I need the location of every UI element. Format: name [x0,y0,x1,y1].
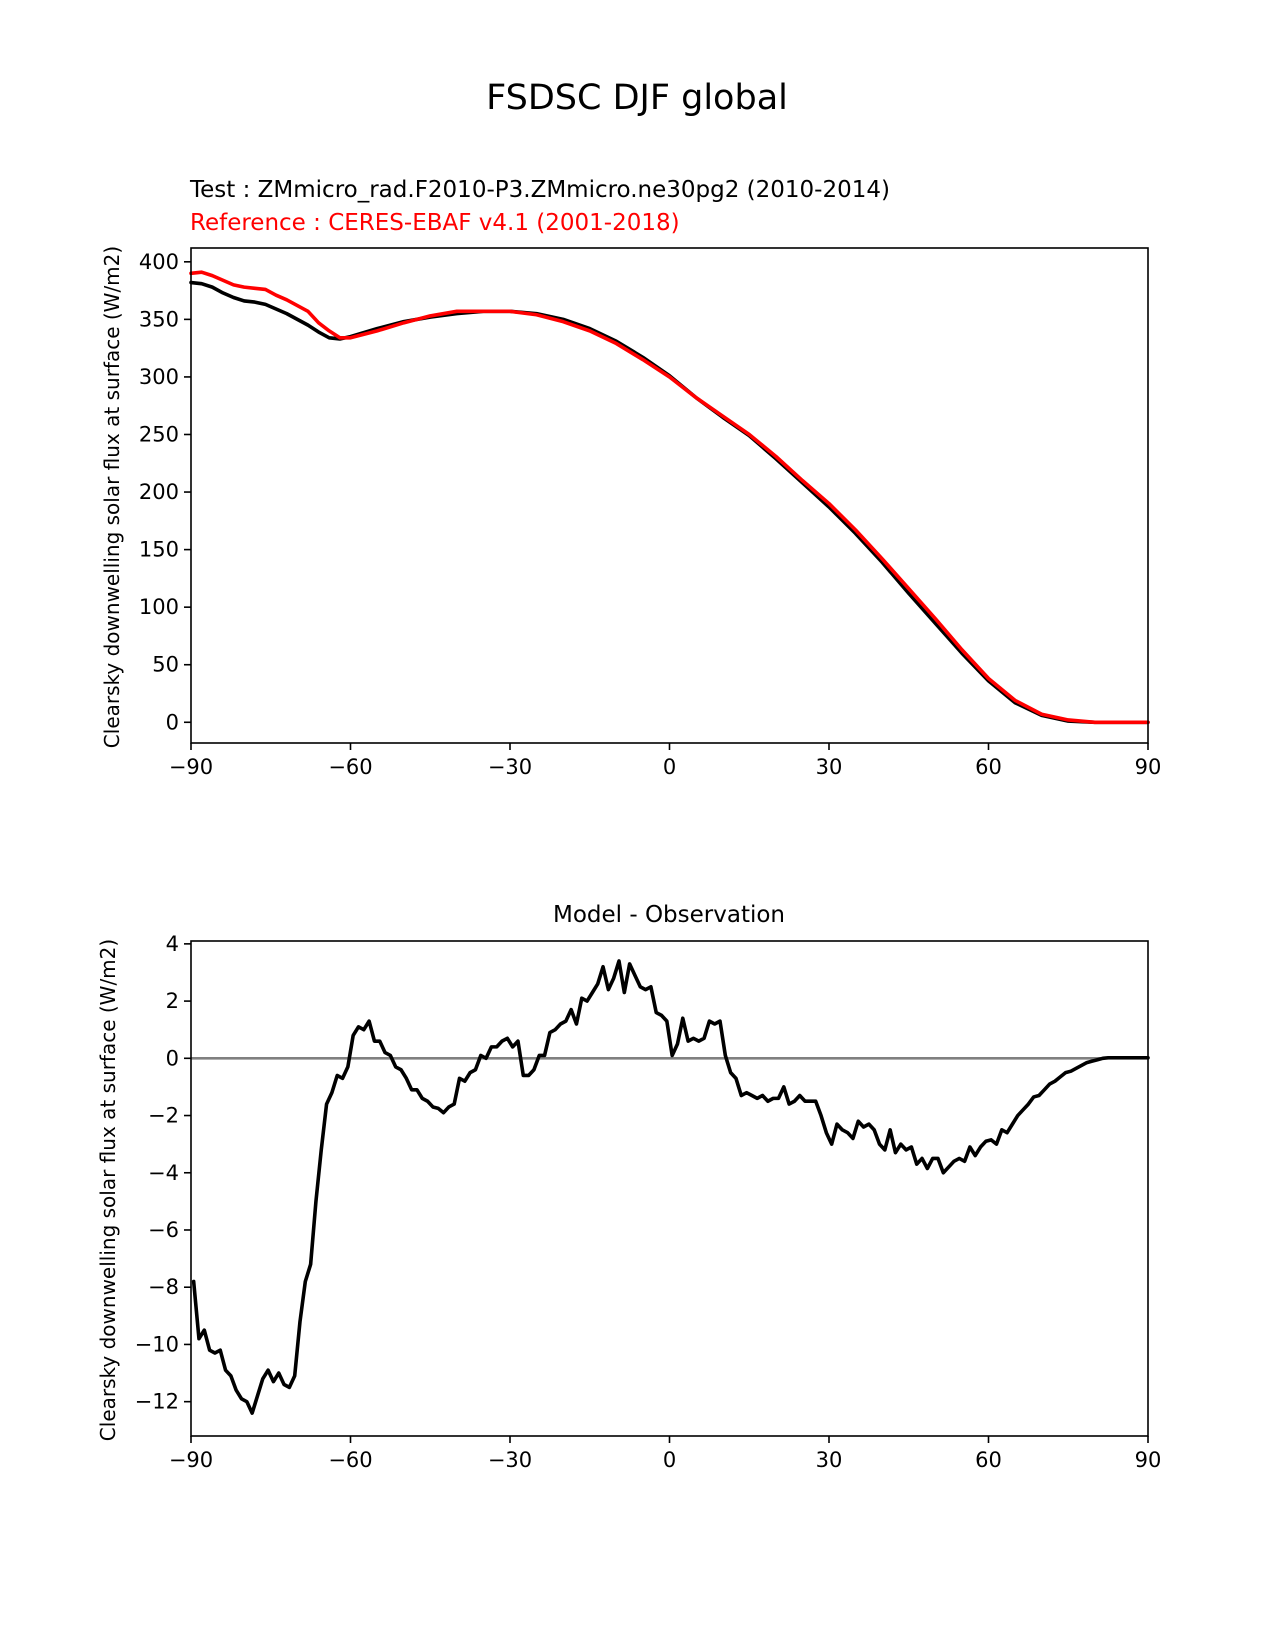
bottom-x-tick-label: 60 [975,1448,1002,1472]
bottom-panel-title: Model - Observation [553,902,785,928]
bottom-panel: Model - Observation Clearsky downwelling… [96,902,1161,1472]
top-y-tick-label: 250 [139,422,179,446]
bottom-y-tick-label: 2 [166,989,179,1013]
bottom-y-tick-label: 0 [166,1046,179,1070]
top-y-tick-label: 200 [139,480,179,504]
top-x-tick-label: 60 [975,755,1002,779]
bottom-x-tick-label: 0 [663,1448,676,1472]
bottom-y-tick-label: −4 [148,1161,179,1185]
top-y-tick-label: 0 [166,710,179,734]
reference-label: Reference : CERES-EBAF v4.1 (2001-2018) [190,210,680,236]
top-y-tick-label: 100 [139,595,179,619]
bottom-difference-line [191,959,1150,1415]
top-x-tick-label: −90 [169,755,213,779]
bottom-x-tick-label: −60 [328,1448,372,1472]
top-panel: Test : ZMmicro_rad.F2010-P3.ZMmicro.ne30… [100,177,1161,779]
bottom-y-tick-label: −6 [148,1218,179,1242]
top-x-tick-label: 0 [663,755,676,779]
bottom-y-tick-label: −10 [135,1332,179,1356]
top-reference-line [189,270,1150,725]
bottom-x-tick-label: 90 [1135,1448,1162,1472]
top-x-tick-label: −30 [488,755,532,779]
top-x-tick-label: −60 [328,755,372,779]
bottom-y-tick-label: −8 [148,1275,179,1299]
bottom-x-tick-label: −30 [488,1448,532,1472]
top-y-tick-label: 400 [139,250,179,274]
bottom-y-axis-label: Clearsky downwelling solar flux at surfa… [96,939,120,1441]
test-label: Test : ZMmicro_rad.F2010-P3.ZMmicro.ne30… [189,177,890,203]
bottom-y-tick-label: −2 [148,1104,179,1128]
bottom-y-tick-label: 4 [166,932,179,956]
top-x-tick-label: 90 [1135,755,1162,779]
bottom-y-tick-label: −12 [135,1390,179,1414]
top-y-tick-label: 50 [152,653,179,677]
top-y-tick-label: 300 [139,365,179,389]
top-y-tick-label: 350 [139,307,179,331]
bottom-x-tick-label: −90 [169,1448,213,1472]
bottom-x-tick-label: 30 [816,1448,843,1472]
figure-title: FSDSC DJF global [486,78,788,118]
top-y-axis-label: Clearsky downwelling solar flux at surfa… [100,246,124,748]
top-y-tick-label: 150 [139,538,179,562]
top-x-tick-label: 30 [816,755,843,779]
